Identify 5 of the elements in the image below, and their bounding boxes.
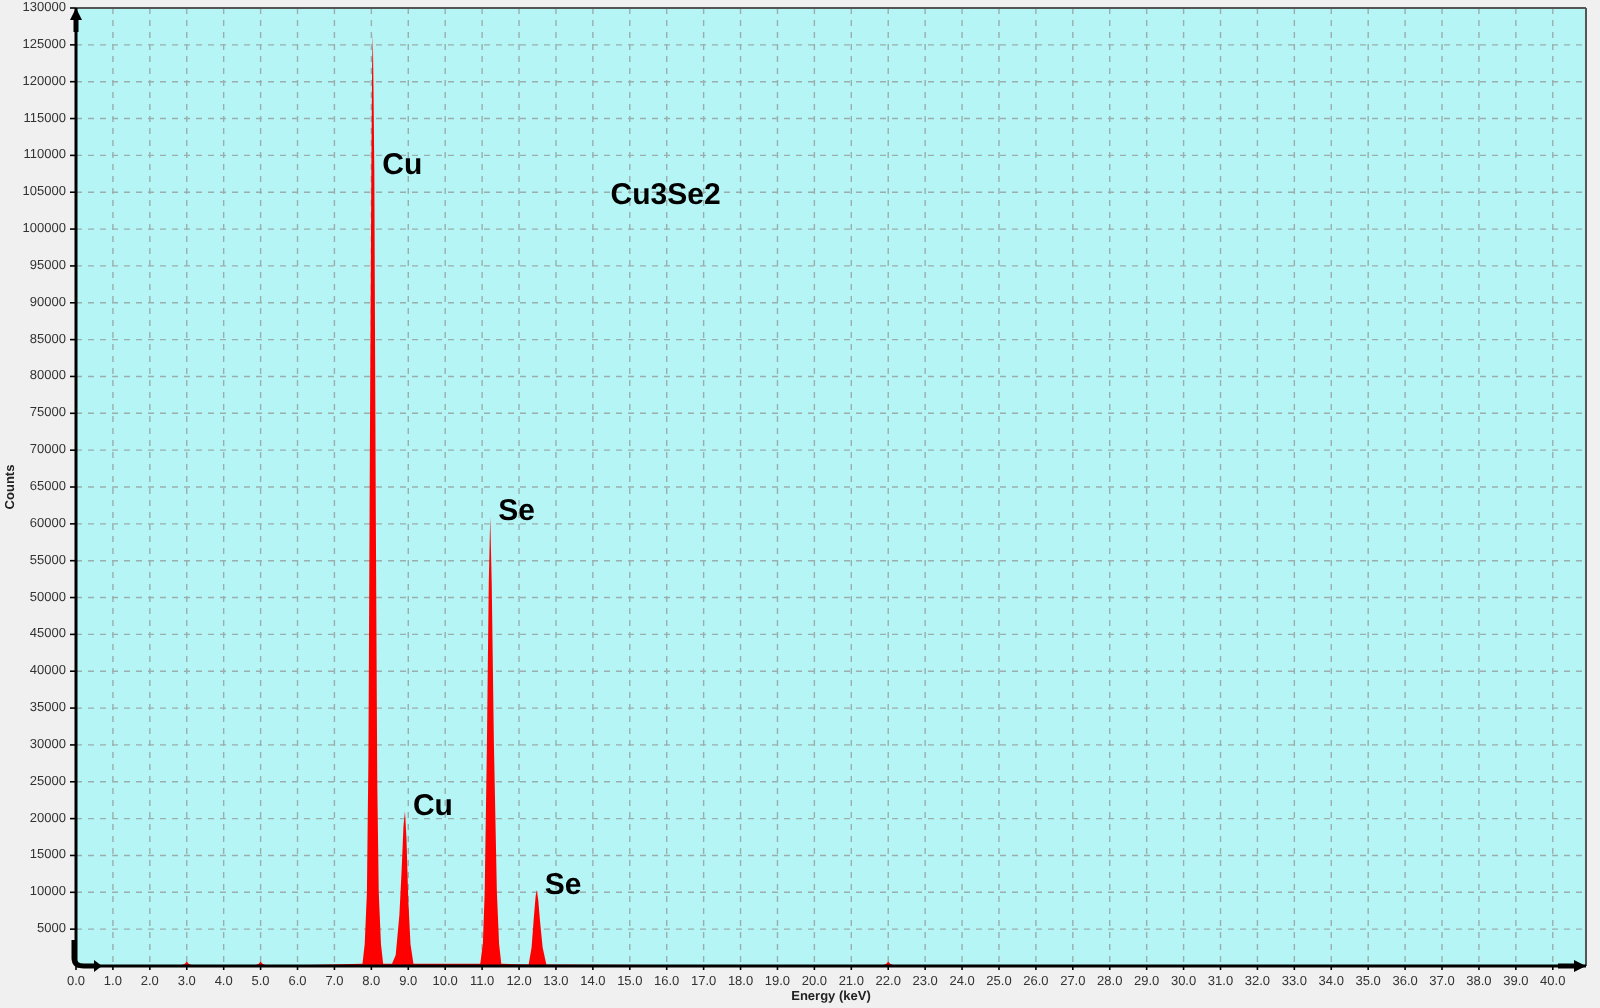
annotation: Cu [382, 147, 423, 182]
annotation: Se [498, 493, 535, 528]
annotation: Cu [412, 788, 453, 823]
annotation: Se [544, 867, 582, 902]
text: Cu3Se2 [610, 176, 721, 211]
